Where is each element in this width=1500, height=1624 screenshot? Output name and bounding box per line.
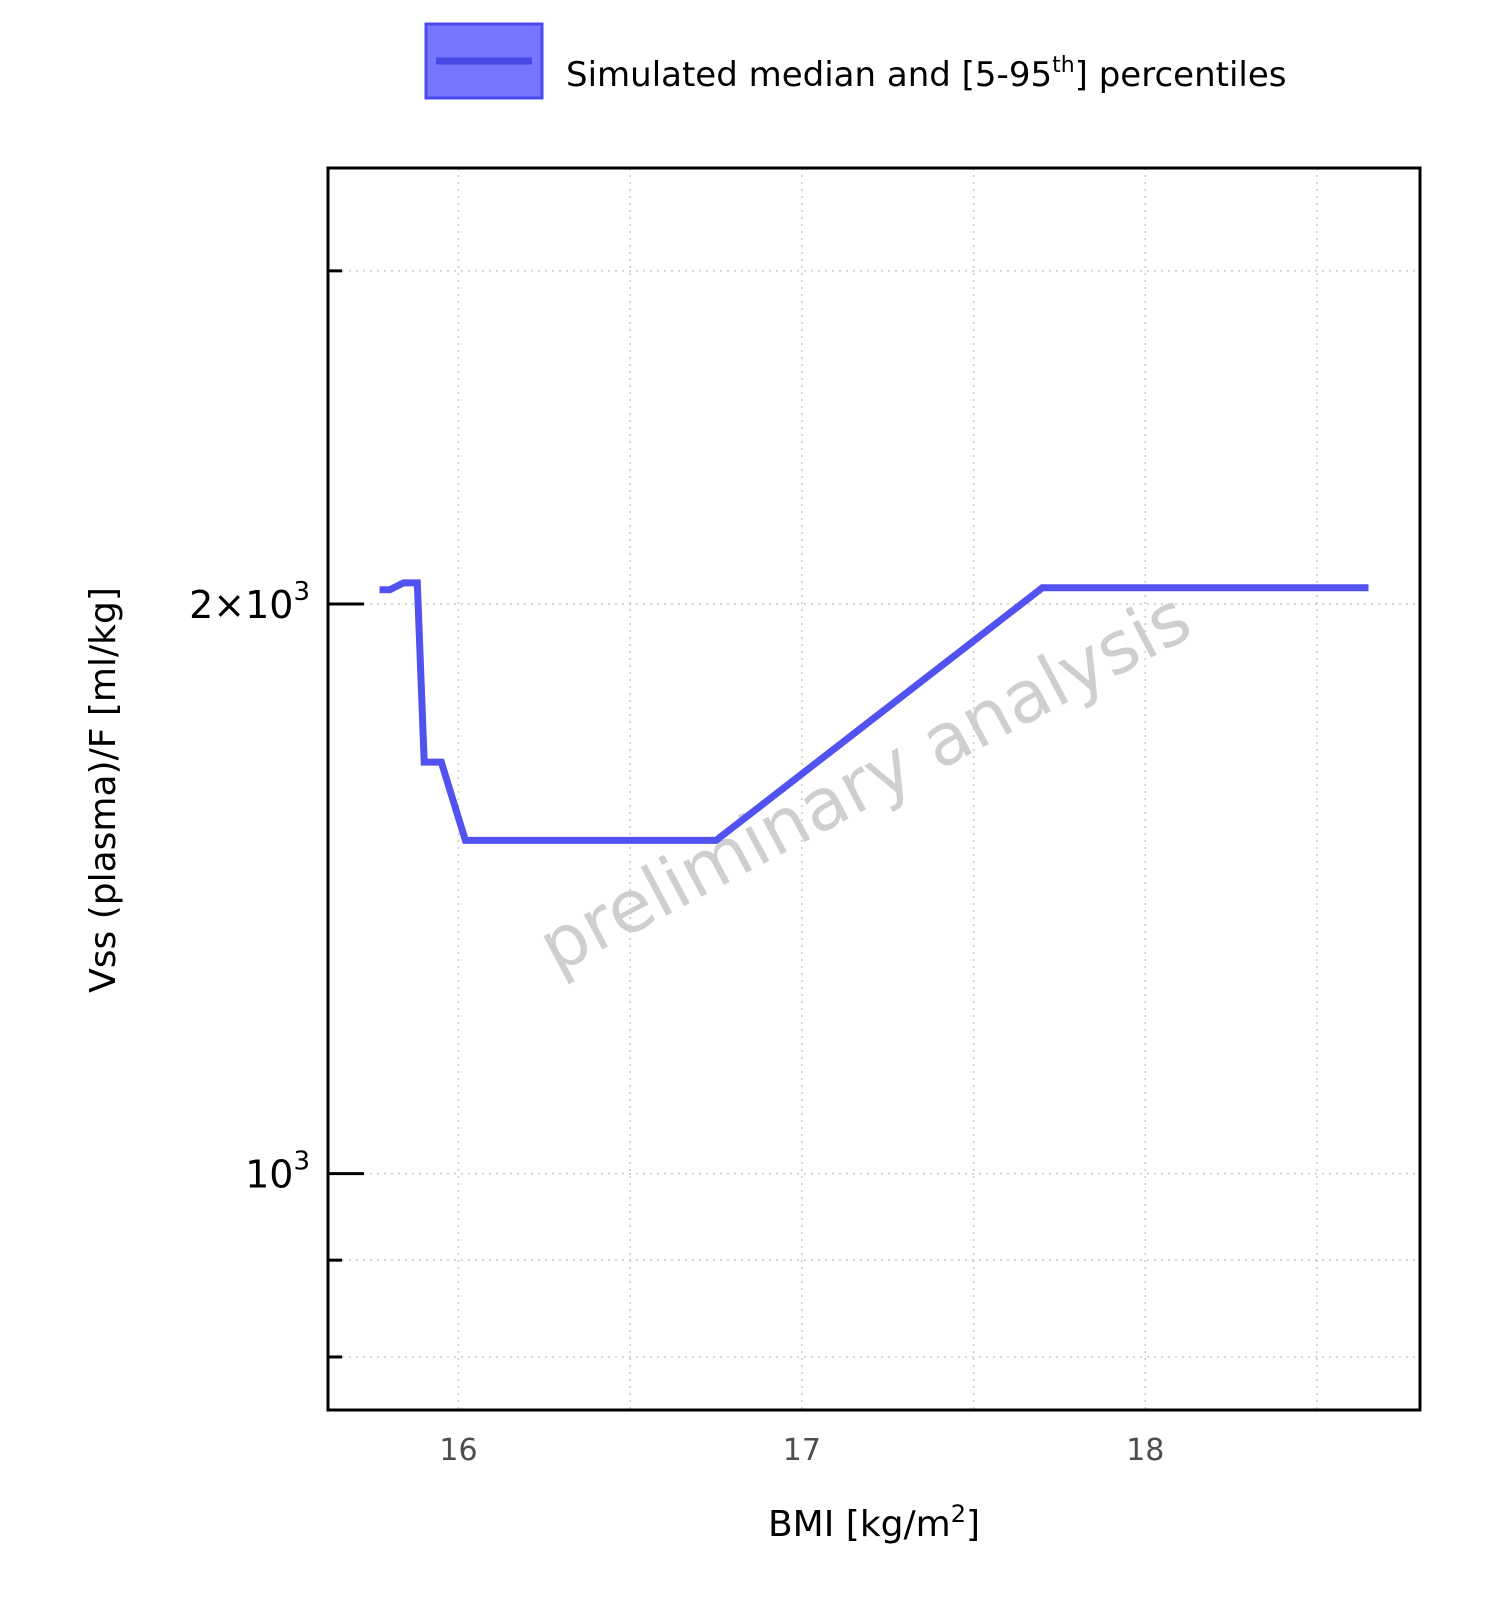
x-axis-title-end: ] [966,1504,980,1545]
y-tick-label: 2×103 [189,577,310,627]
legend: Simulated median and [5-95th] percentile… [424,22,1286,100]
y-axis: 2×103 103 [189,269,364,1359]
legend-label-sup: th [1052,53,1075,78]
y-axis-title: Vss (plasma)/F [ml/kg] [83,587,124,993]
x-tick-label: 17 [783,1433,821,1468]
legend-label-end: ] percentiles [1075,55,1287,95]
x-axis-title-main: BMI [kg/m [768,1504,951,1545]
legend-label: Simulated median and [5-95th] percentile… [566,53,1286,95]
x-axis-title: BMI [kg/m2] [768,1500,980,1545]
x-axis-title-sup: 2 [951,1500,966,1528]
series-layer [379,579,1369,844]
x-axis: 16 17 18 [439,1433,1164,1468]
grid [328,168,1420,1410]
legend-label-main: Simulated median and [5-95 [566,55,1052,95]
watermark: preliminary analysis [525,575,1204,989]
series-line [379,579,1369,844]
x-tick-label: 18 [1126,1433,1164,1468]
plot-frame [326,166,1422,1412]
x-tick-label: 16 [439,1433,477,1468]
y-tick-label: 103 [245,1147,310,1197]
